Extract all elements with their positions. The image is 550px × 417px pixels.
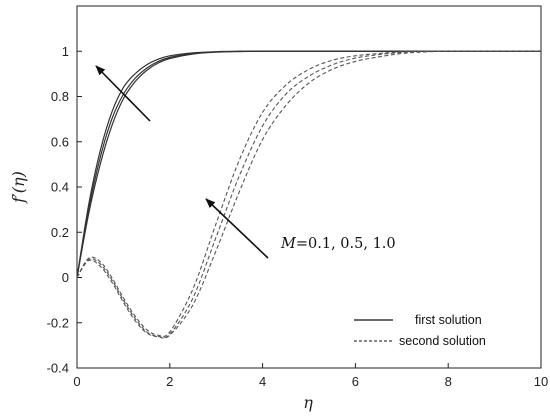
y-tick-label: 0.2 bbox=[51, 225, 69, 240]
legend: first solution second solution bbox=[354, 313, 486, 348]
y-tick-label: 0.8 bbox=[51, 89, 69, 104]
annotation-arrow-lower bbox=[205, 198, 269, 259]
x-axis-title: η bbox=[303, 393, 313, 412]
annotation-arrow-upper bbox=[95, 65, 151, 122]
y-tick-label: 0.4 bbox=[51, 180, 69, 195]
x-tick-label: 2 bbox=[166, 374, 173, 389]
second-solution-curve-4 bbox=[76, 50, 541, 338]
y-tick-label: 1 bbox=[62, 44, 69, 59]
y-axis-title: f′(η) bbox=[9, 171, 28, 204]
y-tick-label: -0.4 bbox=[47, 361, 69, 376]
y-tick-label: 0 bbox=[62, 270, 69, 285]
legend-label-first-solution: first solution bbox=[415, 313, 482, 327]
x-tick-label: 0 bbox=[73, 374, 80, 389]
series-layer bbox=[76, 50, 541, 339]
annotation-label: M=0.1, 0.5, 1.0 bbox=[280, 236, 396, 252]
second-solution-curve-6 bbox=[76, 50, 541, 339]
y-tick-label: 0.6 bbox=[51, 134, 69, 149]
x-tick-label: 10 bbox=[534, 374, 548, 389]
x-tick-label: 4 bbox=[259, 374, 266, 389]
legend-label-second-solution: second solution bbox=[399, 334, 486, 348]
x-tick-label: 8 bbox=[445, 374, 452, 389]
second-solution-curve-5 bbox=[76, 50, 541, 339]
x-tick-label: 6 bbox=[352, 374, 359, 389]
x-axis-ticks: 0 2 4 6 8 10 bbox=[73, 363, 548, 389]
y-tick-label: -0.2 bbox=[47, 315, 69, 330]
y-axis-ticks: -0.4 -0.2 0 0.2 0.4 0.6 0.8 1 bbox=[47, 44, 82, 376]
